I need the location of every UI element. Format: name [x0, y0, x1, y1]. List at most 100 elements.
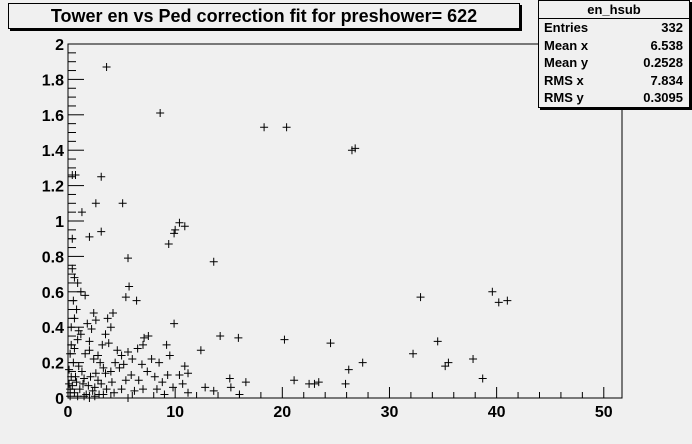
stats-value: 332 [661, 20, 683, 35]
stats-row-mean-y: Mean y 0.2528 [539, 54, 689, 72]
data-point [106, 367, 115, 376]
data-point [150, 372, 159, 381]
data-point [280, 335, 289, 344]
data-point [469, 355, 478, 364]
data-point [111, 358, 120, 367]
data-point [143, 367, 152, 376]
data-point [164, 240, 173, 249]
data-point [99, 363, 108, 372]
data-point [163, 370, 172, 379]
data-point [101, 369, 110, 378]
data-point [83, 319, 92, 328]
data-point [89, 355, 98, 364]
x-tick-label: 0 [64, 404, 73, 421]
data-point [81, 349, 90, 358]
data-point [104, 339, 113, 348]
x-tick-label: 10 [166, 404, 184, 421]
data-point [84, 381, 93, 390]
data-point [82, 390, 91, 399]
stats-value: 7.834 [650, 72, 683, 88]
data-point [71, 372, 80, 381]
data-point [67, 340, 76, 349]
data-point [85, 232, 94, 241]
stats-row-rms-y: RMS y 0.3095 [539, 89, 689, 107]
data-point [196, 346, 205, 355]
data-point [70, 273, 79, 282]
data-point [201, 383, 210, 392]
y-tick-label: 0.8 [42, 249, 64, 266]
data-point [107, 378, 116, 387]
data-point [85, 337, 94, 346]
data-point [125, 282, 134, 291]
data-point [101, 330, 110, 339]
x-tick-label: 20 [273, 404, 291, 421]
stats-value: 6.538 [650, 37, 683, 53]
data-point [344, 365, 353, 374]
x-tick-label: 40 [488, 404, 506, 421]
stats-label: RMS y [544, 90, 584, 105]
y-tick-label: 0.4 [42, 320, 64, 337]
data-point [137, 360, 146, 369]
stats-value: 0.3095 [643, 90, 683, 105]
data-point [68, 264, 77, 273]
y-tick-label: 1.6 [42, 108, 64, 125]
plot-title: Tower en vs Ped correction fit for presh… [8, 3, 520, 29]
data-point [110, 388, 119, 397]
data-point [91, 369, 100, 378]
data-point [175, 218, 184, 227]
data-point [106, 323, 115, 332]
data-point [165, 351, 174, 360]
data-point [69, 296, 78, 305]
data-point [76, 330, 85, 339]
data-point [162, 340, 171, 349]
data-point [139, 340, 148, 349]
y-tick-label: 0.6 [42, 285, 64, 302]
data-point [241, 378, 250, 387]
data-point [124, 394, 133, 402]
x-tick-label: 30 [381, 404, 399, 421]
data-point [94, 351, 103, 360]
data-point [74, 362, 83, 371]
data-point [66, 388, 75, 397]
data-point [155, 358, 164, 367]
x-tick-label: 50 [595, 404, 613, 421]
data-point [68, 234, 77, 243]
data-point [81, 291, 90, 300]
data-point [128, 355, 137, 364]
data-point [70, 314, 79, 323]
y-tick-label: 1.2 [42, 179, 64, 196]
data-point [140, 333, 149, 342]
data-point [358, 358, 367, 367]
data-point [75, 385, 84, 394]
data-point [132, 296, 141, 305]
data-point [124, 347, 133, 356]
data-point [326, 339, 335, 348]
data-point [226, 383, 235, 392]
data-point [175, 370, 184, 379]
data-point [94, 376, 103, 385]
data-point [98, 340, 107, 349]
data-point [180, 362, 189, 371]
data-point [117, 385, 126, 394]
data-point [133, 344, 142, 353]
stats-row-mean-x: Mean x 6.538 [539, 37, 689, 55]
data-point [97, 172, 106, 181]
data-point [158, 378, 167, 387]
data-point [209, 257, 218, 266]
data-point [282, 123, 291, 132]
data-point [184, 369, 193, 378]
data-point [127, 370, 136, 379]
data-point [79, 379, 88, 388]
stats-row-entries: Entries 332 [539, 19, 689, 37]
data-point [90, 392, 99, 401]
data-point [235, 390, 244, 399]
data-point [152, 385, 161, 394]
data-point [171, 225, 180, 234]
data-point [99, 390, 108, 399]
data-point [91, 316, 100, 325]
data-point [478, 374, 487, 383]
plot-frame [67, 43, 623, 399]
data-point [118, 199, 127, 208]
data-point [77, 367, 86, 376]
stats-row-rms-x: RMS x 7.834 [539, 72, 689, 90]
